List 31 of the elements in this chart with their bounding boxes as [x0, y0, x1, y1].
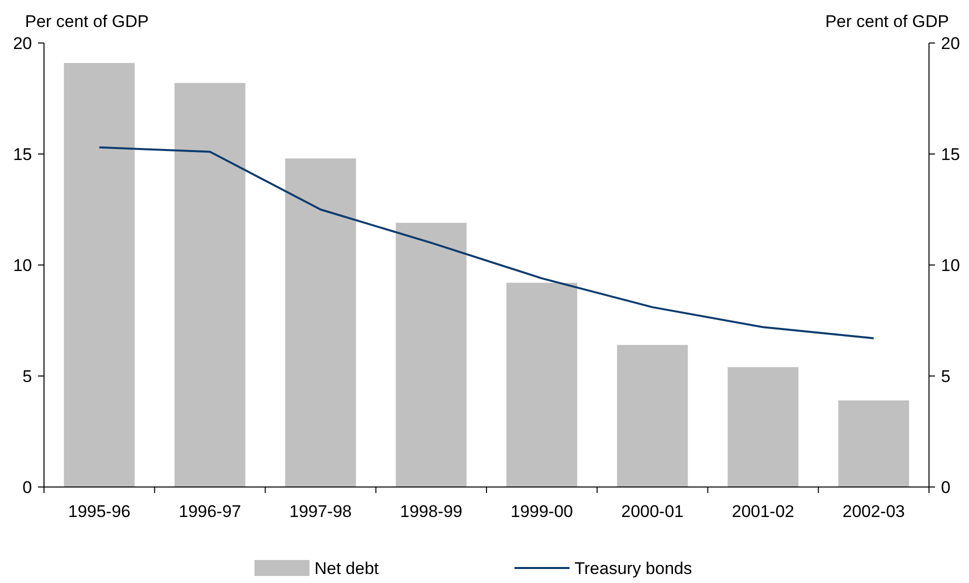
y2-tick-label: 20 [941, 34, 960, 53]
y-tick-label: 15 [13, 144, 32, 164]
line-series [98, 146, 875, 340]
x-tick-label: 2002-03 [842, 502, 905, 521]
x-tick-label: 2001-02 [732, 502, 794, 521]
bar [617, 344, 688, 487]
y2-tick-label: 5 [941, 366, 950, 386]
x-tick-label: 2000-01 [621, 502, 684, 521]
x-tick-label: 1998-99 [400, 502, 462, 521]
bar [396, 222, 467, 487]
bar [64, 62, 135, 487]
bar [506, 282, 578, 487]
x-tick-label: 1996-97 [178, 502, 242, 521]
y-axis-title: Per cent of GDP [25, 12, 149, 31]
y2-tick-label: 0 [941, 478, 950, 497]
x-tick-label: 1997-98 [289, 502, 352, 521]
y-tick-label: 10 [13, 256, 32, 275]
bar [838, 400, 910, 487]
y2-axis-title: Per cent of GDP [825, 12, 949, 31]
bar [174, 82, 246, 487]
legend-label: Treasury bonds [574, 558, 692, 578]
y-tick-label: 20 [13, 34, 32, 53]
x-tick-label: 1995-96 [68, 502, 131, 521]
bar [728, 367, 798, 487]
x-tick-label: 1999-00 [510, 502, 574, 521]
y2-tick-label: 10 [941, 256, 960, 275]
bar [285, 158, 356, 487]
y-tick-label: 0 [22, 478, 32, 497]
y-tick-label: 5 [22, 366, 32, 386]
y2-tick-label: 15 [941, 144, 960, 164]
legend-label: Net debt [314, 558, 380, 578]
